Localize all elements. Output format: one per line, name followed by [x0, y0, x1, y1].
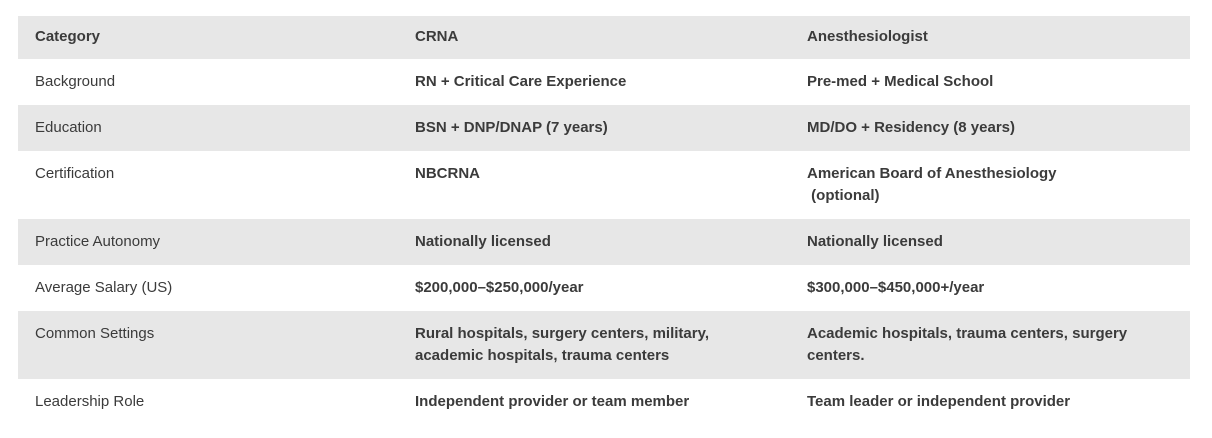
comparison-table: Category CRNA Anesthesiologist Backgroun…: [18, 16, 1190, 425]
cell-anesthesiologist: Pre-med + Medical School: [807, 73, 994, 90]
cell-category: Education: [35, 119, 102, 136]
cell-crna: $200,000–$250,000/year: [415, 279, 584, 296]
cell-category: Common Settings: [35, 325, 155, 342]
table-row-education: Education BSN + DNP/DNAP (7 years) MD/DO…: [18, 105, 1190, 151]
cell-anesthesiologist: American Board of Anesthesiology (option…: [807, 165, 1057, 204]
cell-crna: NBCRNA: [415, 165, 480, 182]
column-header-crna: CRNA: [415, 28, 459, 45]
cell-anesthesiologist: Nationally licensed: [807, 233, 943, 250]
column-header-anesthesiologist: Anesthesiologist: [807, 28, 928, 45]
cell-crna: Nationally licensed: [415, 233, 551, 250]
cell-category: Background: [35, 73, 116, 90]
cell-category: Practice Autonomy: [35, 233, 161, 250]
cell-category: Leadership Role: [35, 393, 145, 410]
table-row-certification: Certification NBCRNA American Board of A…: [18, 151, 1190, 219]
table-body: Background RN + Critical Care Experience…: [18, 59, 1190, 425]
cell-category: Average Salary (US): [35, 279, 173, 296]
cell-crna: Rural hospitals, surgery centers, milita…: [415, 325, 714, 364]
cell-crna: Independent provider or team member: [415, 393, 690, 410]
cell-crna: RN + Critical Care Experience: [415, 73, 627, 90]
table-header: Category CRNA Anesthesiologist: [18, 16, 1190, 59]
table-row-practice-autonomy: Practice Autonomy Nationally licensed Na…: [18, 219, 1190, 265]
cell-anesthesiologist: Team leader or independent provider: [807, 393, 1071, 410]
table-row-common-settings: Common Settings Rural hospitals, surgery…: [18, 311, 1190, 379]
page: Category CRNA Anesthesiologist Backgroun…: [18, 16, 1190, 425]
header-row: Category CRNA Anesthesiologist: [18, 16, 1190, 59]
cell-category: Certification: [35, 165, 115, 182]
cell-anesthesiologist: $300,000–$450,000+/year: [807, 279, 985, 296]
table-row-background: Background RN + Critical Care Experience…: [18, 59, 1190, 105]
cell-crna: BSN + DNP/DNAP (7 years): [415, 119, 608, 136]
table-row-leadership-role: Leadership Role Independent provider or …: [18, 379, 1190, 425]
table-row-average-salary: Average Salary (US) $200,000–$250,000/ye…: [18, 265, 1190, 311]
cell-anesthesiologist: MD/DO + Residency (8 years): [807, 119, 1016, 136]
cell-anesthesiologist: Academic hospitals, trauma centers, surg…: [807, 325, 1132, 364]
column-header-category: Category: [35, 28, 101, 45]
